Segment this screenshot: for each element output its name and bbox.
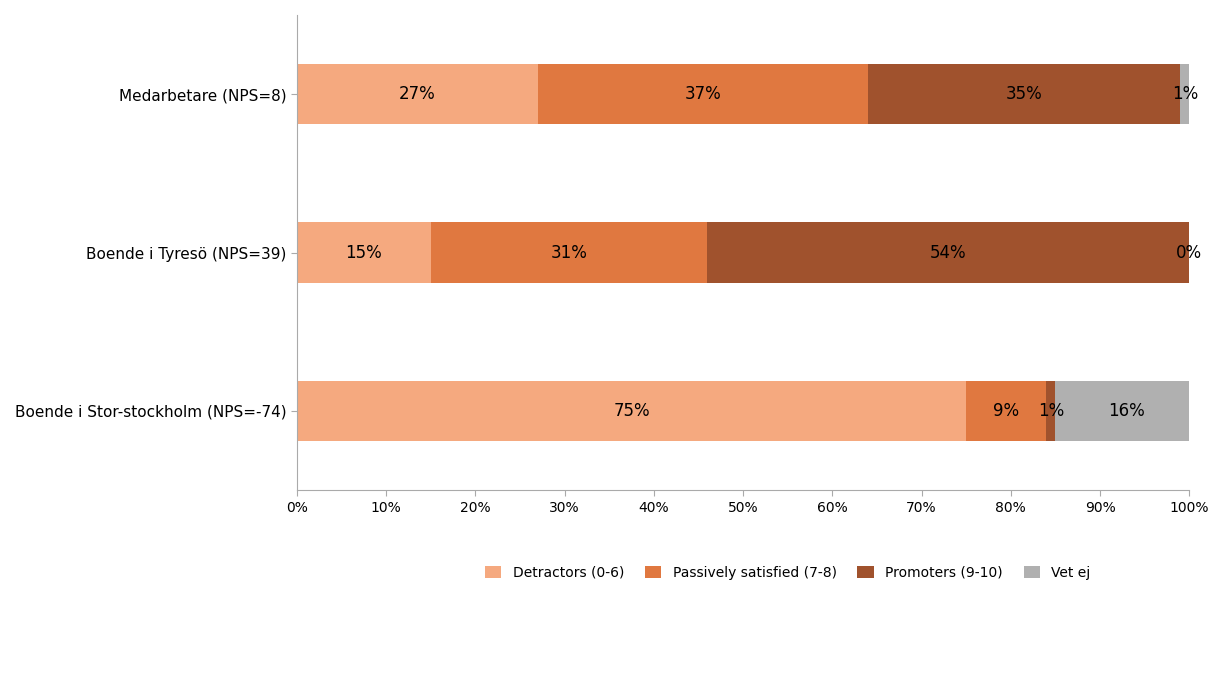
Bar <box>1047 381 1055 441</box>
Bar <box>431 223 707 283</box>
Text: 75%: 75% <box>613 402 650 420</box>
Text: 15%: 15% <box>345 244 382 261</box>
Text: 54%: 54% <box>930 244 967 261</box>
Bar <box>297 223 431 283</box>
Text: 16%: 16% <box>1109 402 1146 420</box>
Text: 1%: 1% <box>1171 85 1198 103</box>
Text: 1%: 1% <box>1038 402 1064 420</box>
Bar <box>1055 381 1198 441</box>
Bar <box>297 64 537 124</box>
Text: 37%: 37% <box>684 85 721 103</box>
Bar <box>868 64 1180 124</box>
Bar <box>966 381 1047 441</box>
Bar <box>1180 64 1190 124</box>
Text: 31%: 31% <box>551 244 588 261</box>
Bar <box>297 381 966 441</box>
Text: 35%: 35% <box>1006 85 1043 103</box>
Text: 0%: 0% <box>1176 244 1202 261</box>
Text: 27%: 27% <box>399 85 436 103</box>
Legend: Detractors (0-6), Passively satisfied (7-8), Promoters (9-10), Vet ej: Detractors (0-6), Passively satisfied (7… <box>477 559 1098 587</box>
Bar <box>537 64 868 124</box>
Text: 9%: 9% <box>994 402 1020 420</box>
Bar <box>707 223 1190 283</box>
